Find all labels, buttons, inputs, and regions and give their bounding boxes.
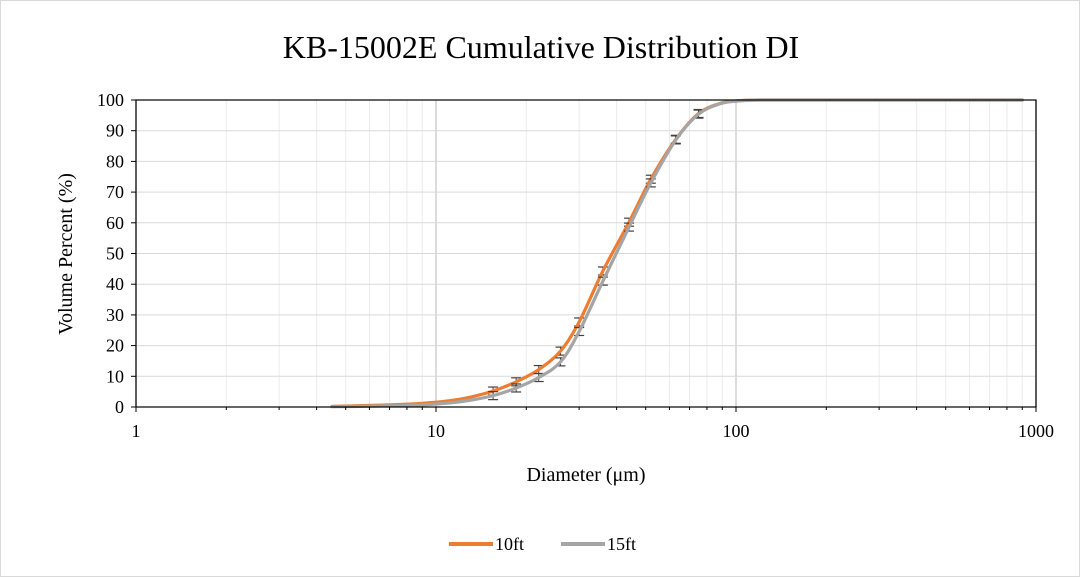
y-tick-label: 90 [106, 121, 124, 141]
chart-title: KB-15002E Cumulative Distribution DI [283, 29, 799, 65]
y-tick-label: 60 [106, 213, 124, 233]
legend-label-10ft: 10ft [495, 534, 524, 554]
y-tick-label: 10 [106, 366, 124, 386]
y-axis-label: Volume Percent (%) [55, 173, 77, 335]
x-tick-label: 10 [427, 421, 445, 441]
y-tick-label: 30 [106, 305, 124, 325]
legend-item-10ft: 10ft [449, 534, 524, 554]
x-tick-label: 100 [723, 421, 750, 441]
y-tick-label: 0 [115, 397, 124, 417]
legend-label-15ft: 15ft [607, 534, 636, 554]
legend-item-15ft: 15ft [561, 534, 636, 554]
y-tick-label: 70 [106, 182, 124, 202]
error-bars-15ft [488, 109, 704, 401]
y-tick-label: 80 [106, 151, 124, 171]
y-tick-label: 100 [97, 90, 124, 110]
y-tick-label: 20 [106, 336, 124, 356]
x-tick-label: 1000 [1018, 421, 1054, 441]
x-axis-label: Diameter (μm) [526, 464, 645, 486]
x-tick-label: 1 [132, 421, 141, 441]
grid [135, 99, 1037, 408]
legend: 10ft 15ft [449, 534, 636, 554]
y-tick-label: 50 [106, 244, 124, 264]
y-tick-label: 40 [106, 274, 124, 294]
error-bars-10ft [488, 108, 704, 396]
